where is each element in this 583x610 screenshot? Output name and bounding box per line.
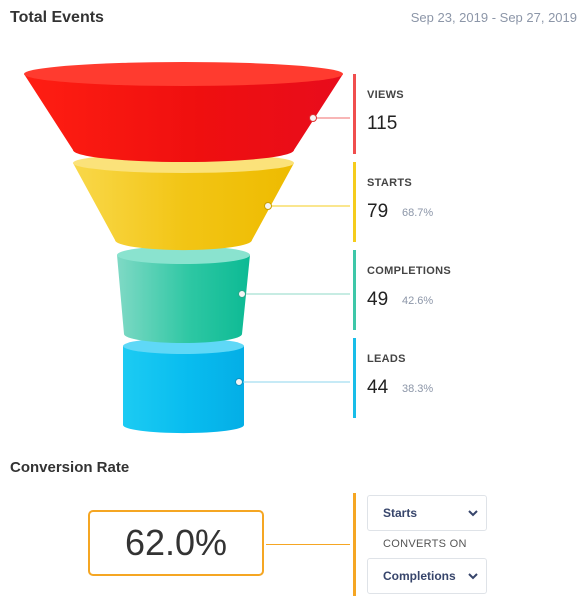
stage-label-leads: LEADS — [367, 353, 406, 365]
funnel-stage-views[interactable] — [24, 62, 343, 163]
connector-dot-leads — [235, 378, 243, 386]
stage-label-starts: STARTS — [367, 177, 412, 189]
conversion-rate-title: Conversion Rate — [10, 459, 130, 476]
stage-value-starts: 79 — [367, 201, 389, 222]
conversion-bar — [353, 493, 356, 596]
page-title: Total Events — [10, 9, 104, 26]
conversion-rate-value: 62.0% — [88, 510, 264, 576]
connector-dot-starts — [264, 202, 272, 210]
converts-on-label: CONVERTS ON — [383, 538, 467, 550]
stage-bar-starts — [353, 162, 356, 242]
chevron-down-icon — [468, 509, 478, 517]
funnel-stage-completions[interactable] — [117, 246, 250, 343]
stage-percent-starts: 68.7% — [402, 207, 434, 219]
stage-label-completions: COMPLETIONS — [367, 265, 451, 277]
connector-dot-views — [309, 114, 317, 122]
stage-value-completions: 49 — [367, 289, 389, 310]
stage-value-views: 115 — [367, 113, 398, 134]
from-event-select-value: Starts — [383, 506, 418, 520]
stage-percent-leads: 38.3% — [402, 383, 434, 395]
stage-value-leads: 44 — [367, 377, 389, 398]
chevron-down-icon — [468, 572, 478, 580]
connector-dot-completions — [238, 290, 246, 298]
stage-bar-leads — [353, 338, 356, 418]
funnel-stage-leads[interactable] — [123, 338, 244, 434]
to-event-select-value: Completions — [383, 569, 456, 583]
stage-percent-completions: 42.6% — [402, 295, 434, 307]
to-event-select[interactable]: Completions — [367, 558, 487, 594]
stage-bar-views — [353, 74, 356, 154]
funnel-graphic — [24, 62, 350, 434]
conversion-connector — [266, 544, 350, 545]
from-event-select[interactable]: Starts — [367, 495, 487, 531]
date-range[interactable]: Sep 23, 2019 - Sep 27, 2019 — [410, 10, 577, 25]
stage-bar-completions — [353, 250, 356, 330]
funnel-stage-starts[interactable] — [73, 153, 294, 251]
stage-label-views: VIEWS — [367, 89, 404, 101]
